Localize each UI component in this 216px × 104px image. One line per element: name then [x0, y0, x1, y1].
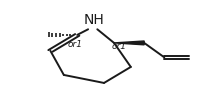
Text: NH: NH	[84, 13, 104, 27]
Text: or1: or1	[111, 42, 127, 51]
Polygon shape	[114, 41, 144, 45]
Text: or1: or1	[68, 40, 83, 49]
